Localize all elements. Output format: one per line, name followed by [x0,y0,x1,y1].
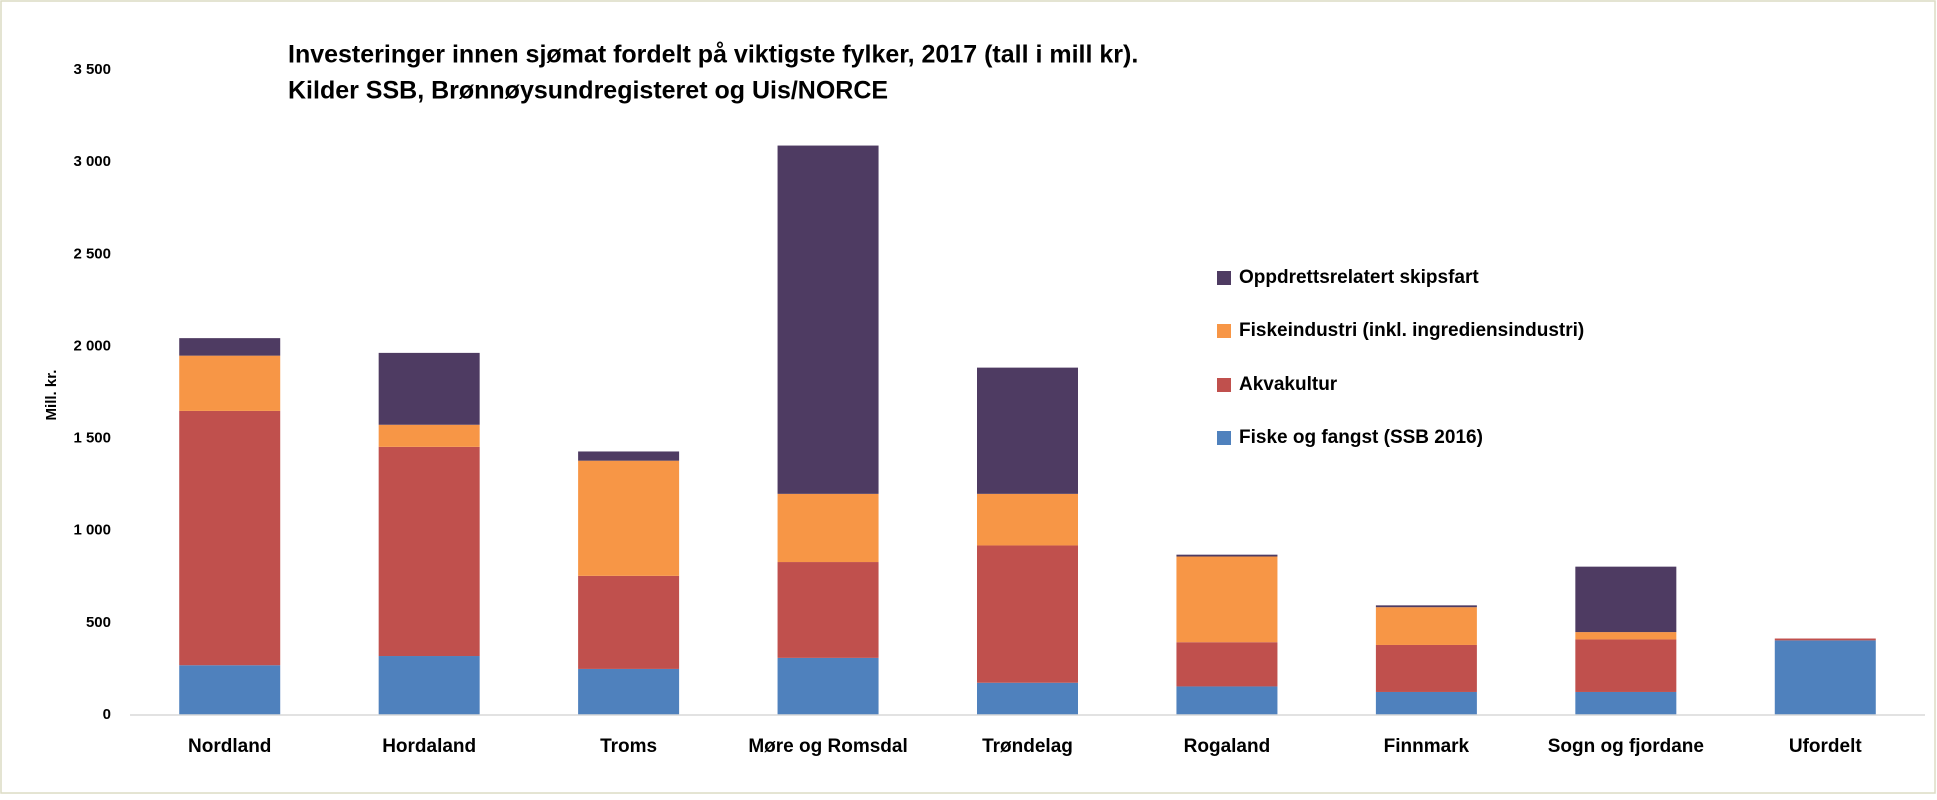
bar-segment [378,352,480,425]
bar-segment [777,657,879,715]
bar-segment [378,424,480,447]
bar-segment [378,656,480,715]
y-tick-label: 2 000 [73,337,111,354]
chart-subtitle: Kilder SSB, Brønnøysundregisteret og Uis… [288,77,888,105]
y-tick-label: 0 [103,706,111,723]
x-tick-label: Rogaland [1184,736,1271,757]
bar-segment [578,460,680,576]
x-tick-label: Trøndelag [982,736,1073,757]
bar-segment [179,338,281,356]
bar-segment [1176,642,1278,687]
bar-segment [977,545,1078,683]
legend-label: Fiskeindustri (inkl. ingrediensindustri) [1239,320,1584,341]
bar-segment [1575,566,1677,633]
y-axis-title: Mill. kr. [43,370,60,421]
bar-segment [179,665,281,715]
bar-segment [578,451,680,461]
x-tick-label: Finnmark [1384,736,1470,757]
chart-title: Investeringer innen sjømat fordelt på vi… [288,41,1138,69]
y-tick-label: 1 000 [73,522,111,539]
bar-segment [1176,554,1278,557]
bar-segment [578,668,680,715]
y-tick-label: 3 500 [73,61,111,78]
bar-segment [777,562,879,658]
x-tick-label: Møre og Romsdal [748,736,907,757]
y-tick-label: 500 [86,614,111,631]
bar-segment [977,367,1078,494]
bar-segment [179,410,281,666]
x-tick-label: Nordland [188,736,271,757]
bar-segment [1375,644,1477,692]
bar-segment [1575,691,1677,715]
x-tick-label: Ufordelt [1789,736,1863,757]
bar-segment [378,446,480,657]
bar-segment [1774,640,1876,715]
bar-segment [777,145,879,494]
bar-segment [1375,607,1477,645]
bar-segment [1375,691,1477,715]
legend-label: Fiske og fangst (SSB 2016) [1239,427,1483,448]
bar-segment [1375,605,1477,608]
legend-swatch [1217,324,1231,338]
x-tick-label: Hordaland [382,736,476,757]
legend-label: Oppdrettsrelatert skipsfart [1239,267,1479,288]
bar-segment [1575,639,1677,692]
y-tick-label: 1 500 [73,430,111,447]
legend-swatch [1217,431,1231,445]
x-tick-label: Sogn og fjordane [1548,736,1704,757]
bar-segment [1176,686,1278,715]
legend-label: Akvakultur [1239,374,1338,395]
x-tick-label: Troms [600,736,657,757]
bar-segment [578,575,680,669]
bar-segment [977,493,1078,546]
y-tick-label: 2 500 [73,245,111,262]
bar-segment [179,355,281,411]
legend-swatch [1217,378,1231,392]
legend-swatch [1217,271,1231,285]
bar-segment [977,682,1078,715]
y-tick-label: 3 000 [73,153,111,170]
bar-segment [777,493,879,563]
bar-segment [1575,632,1677,640]
bar-segment [1176,556,1278,643]
bar-segment [1774,638,1876,641]
